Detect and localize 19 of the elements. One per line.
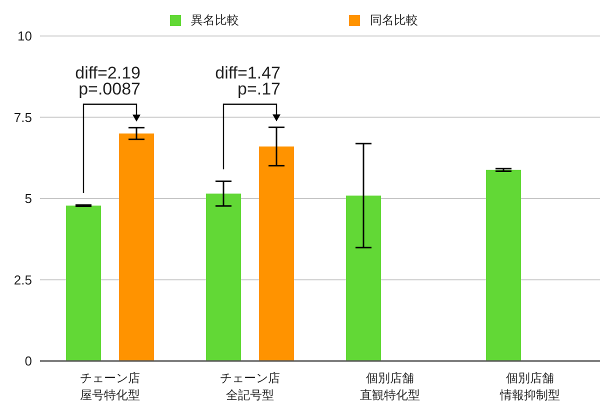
bar	[66, 206, 101, 361]
x-tick-label: チェーン店全記号型	[220, 371, 280, 402]
legend-label: 同名比較	[370, 12, 418, 29]
bar	[346, 196, 381, 361]
x-tick-label: 個別店舗直観特化型	[360, 371, 420, 402]
annotation: diff=1.47 p=.17	[215, 63, 280, 98]
bar	[206, 194, 241, 361]
bar	[119, 134, 154, 361]
legend-label: 異名比較	[191, 12, 239, 29]
x-tick-label: チェーン店屋号特化型	[80, 371, 140, 402]
annotation: diff=2.19 p=.0087	[75, 63, 140, 98]
bar	[486, 170, 521, 361]
x-tick-label: 個別店舗情報抑制型	[499, 371, 560, 402]
y-tick-label: 10	[18, 28, 32, 44]
y-tick-label: 5	[24, 191, 32, 206]
y-tick-label: 0	[24, 354, 32, 369]
y-tick-label: 7.5	[14, 110, 32, 125]
y-tick-label: 2.5	[14, 272, 32, 288]
bar	[259, 146, 294, 361]
